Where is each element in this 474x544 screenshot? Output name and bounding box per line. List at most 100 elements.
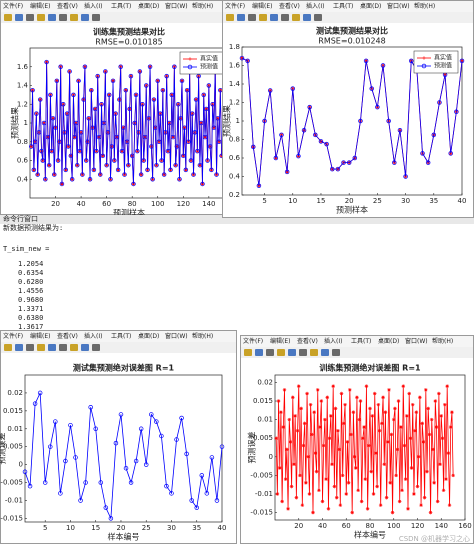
toolbar-icon[interactable] bbox=[48, 14, 56, 21]
toolbar-icon[interactable] bbox=[92, 344, 100, 351]
data-point bbox=[439, 414, 444, 418]
toolbar-icon[interactable] bbox=[92, 14, 100, 21]
menu-item[interactable]: 查看(V) bbox=[279, 2, 300, 10]
menu-item[interactable]: 文件(F) bbox=[3, 2, 23, 10]
toolbar-icon[interactable] bbox=[226, 14, 234, 21]
toolbar-icon[interactable] bbox=[59, 14, 67, 21]
y-axis-label: 预测误差 bbox=[0, 433, 7, 465]
menu-item[interactable]: 插入(I) bbox=[324, 337, 342, 345]
data-point bbox=[406, 507, 410, 511]
menu-item[interactable]: 帮助(H) bbox=[192, 2, 213, 10]
menu-bar bbox=[241, 336, 473, 347]
data-point bbox=[384, 495, 389, 500]
menu-item[interactable]: 桌面(D) bbox=[378, 337, 399, 345]
toolbar-icon[interactable] bbox=[281, 14, 289, 21]
menu-item[interactable]: 文件(F) bbox=[3, 332, 23, 340]
menu-item[interactable]: 查看(V) bbox=[297, 337, 318, 345]
menu-item[interactable]: 桌面(D) bbox=[138, 332, 159, 340]
chart-subtitle: RMSE=0.010185 bbox=[95, 38, 162, 47]
data-point bbox=[169, 491, 174, 496]
menu-item[interactable]: 工具(T) bbox=[111, 3, 131, 10]
toolbar-icon[interactable] bbox=[303, 14, 311, 21]
toolbar-icon[interactable] bbox=[81, 14, 89, 21]
menu-item[interactable]: 窗口(W) bbox=[405, 337, 428, 345]
toolbar-icon[interactable] bbox=[4, 14, 12, 21]
plot-area bbox=[24, 374, 223, 523]
toolbar-icon[interactable] bbox=[81, 344, 89, 351]
toolbar-icon[interactable] bbox=[37, 14, 45, 21]
data-point bbox=[370, 414, 375, 418]
menu-item[interactable]: 帮助(H) bbox=[192, 332, 213, 340]
menu-item[interactable]: 编辑(E) bbox=[270, 337, 290, 345]
y-tick-label: 0.01 bbox=[257, 416, 273, 424]
data-point bbox=[401, 384, 406, 388]
toolbar-icon[interactable] bbox=[277, 349, 285, 356]
data-point bbox=[30, 87, 35, 93]
menu-item[interactable]: 编辑(E) bbox=[252, 2, 272, 10]
toolbar-icon[interactable] bbox=[26, 344, 34, 351]
y-tick-label: 1.2 bbox=[17, 100, 28, 108]
output-value: 0.6280 bbox=[18, 278, 44, 286]
menu-item[interactable]: 桌面(D) bbox=[360, 2, 381, 10]
toolbar-icon[interactable] bbox=[288, 349, 296, 356]
menu-item[interactable]: 工具(T) bbox=[351, 338, 371, 345]
data-point bbox=[352, 454, 357, 459]
toolbar-icon[interactable] bbox=[70, 344, 78, 351]
data-point bbox=[67, 69, 72, 74]
toolbar-icon[interactable] bbox=[4, 344, 12, 351]
toolbar-icon[interactable] bbox=[26, 14, 34, 21]
toolbar-icon[interactable] bbox=[332, 349, 340, 356]
toolbar-icon[interactable] bbox=[248, 14, 256, 21]
menu-item[interactable]: 插入(I) bbox=[84, 332, 102, 340]
menu-item[interactable]: 工具(T) bbox=[111, 333, 131, 340]
data-point bbox=[92, 106, 98, 112]
data-point bbox=[150, 177, 155, 182]
toolbar-icon[interactable] bbox=[259, 14, 267, 21]
data-point bbox=[389, 432, 394, 437]
toolbar-icon[interactable] bbox=[15, 344, 23, 351]
menu-item[interactable]: 编辑(E) bbox=[30, 332, 50, 340]
x-tick-label: 35 bbox=[192, 524, 201, 532]
data-point bbox=[288, 440, 293, 444]
data-point bbox=[48, 444, 53, 449]
toolbar-icon[interactable] bbox=[266, 349, 274, 356]
toolbar-icon[interactable] bbox=[255, 349, 263, 356]
y-tick-label: 0.4 bbox=[229, 173, 241, 181]
toolbar-icon[interactable] bbox=[270, 14, 278, 21]
data-point bbox=[382, 462, 387, 467]
toolbar-icon[interactable] bbox=[37, 344, 45, 351]
menu-item[interactable]: 查看(V) bbox=[57, 2, 78, 10]
menu-item[interactable]: 帮助(H) bbox=[432, 337, 453, 345]
menu-item[interactable]: 工具(T) bbox=[333, 3, 353, 10]
data-point bbox=[420, 151, 425, 156]
data-point bbox=[138, 172, 144, 177]
data-point bbox=[454, 109, 459, 114]
menu-item[interactable]: 窗口(W) bbox=[165, 2, 188, 10]
menu-item[interactable]: 窗口(W) bbox=[165, 332, 188, 340]
menu-item[interactable]: 文件(F) bbox=[225, 2, 245, 10]
menu-item[interactable]: 编辑(E) bbox=[30, 2, 50, 10]
y-axis-label: 预测结果 bbox=[10, 107, 20, 139]
toolbar-icon[interactable] bbox=[15, 14, 23, 21]
y-tick-label: 0.8 bbox=[17, 138, 28, 146]
menu-item[interactable]: 桌面(D) bbox=[138, 2, 159, 10]
menu-item[interactable]: 窗口(W) bbox=[387, 2, 410, 10]
toolbar-icon[interactable] bbox=[59, 344, 67, 351]
menu-item[interactable]: 插入(I) bbox=[84, 2, 102, 10]
toolbar-icon[interactable] bbox=[48, 344, 56, 351]
toolbar-icon[interactable] bbox=[292, 14, 300, 21]
toolbar-icon[interactable] bbox=[237, 14, 245, 21]
data-point bbox=[69, 177, 75, 182]
menu-item[interactable]: 文件(F) bbox=[243, 337, 263, 345]
toolbar-icon[interactable] bbox=[310, 349, 318, 356]
menu-item[interactable]: 帮助(H) bbox=[414, 2, 435, 10]
toolbar-icon[interactable] bbox=[299, 349, 307, 356]
data-point bbox=[58, 491, 63, 496]
menu-item[interactable]: 查看(V) bbox=[57, 332, 78, 340]
menu-item[interactable]: 插入(I) bbox=[306, 2, 324, 10]
toolbar-icon[interactable] bbox=[314, 14, 322, 21]
toolbar-icon[interactable] bbox=[321, 349, 329, 356]
data-point bbox=[147, 64, 153, 69]
toolbar-icon[interactable] bbox=[244, 349, 252, 356]
toolbar-icon[interactable] bbox=[70, 14, 78, 21]
